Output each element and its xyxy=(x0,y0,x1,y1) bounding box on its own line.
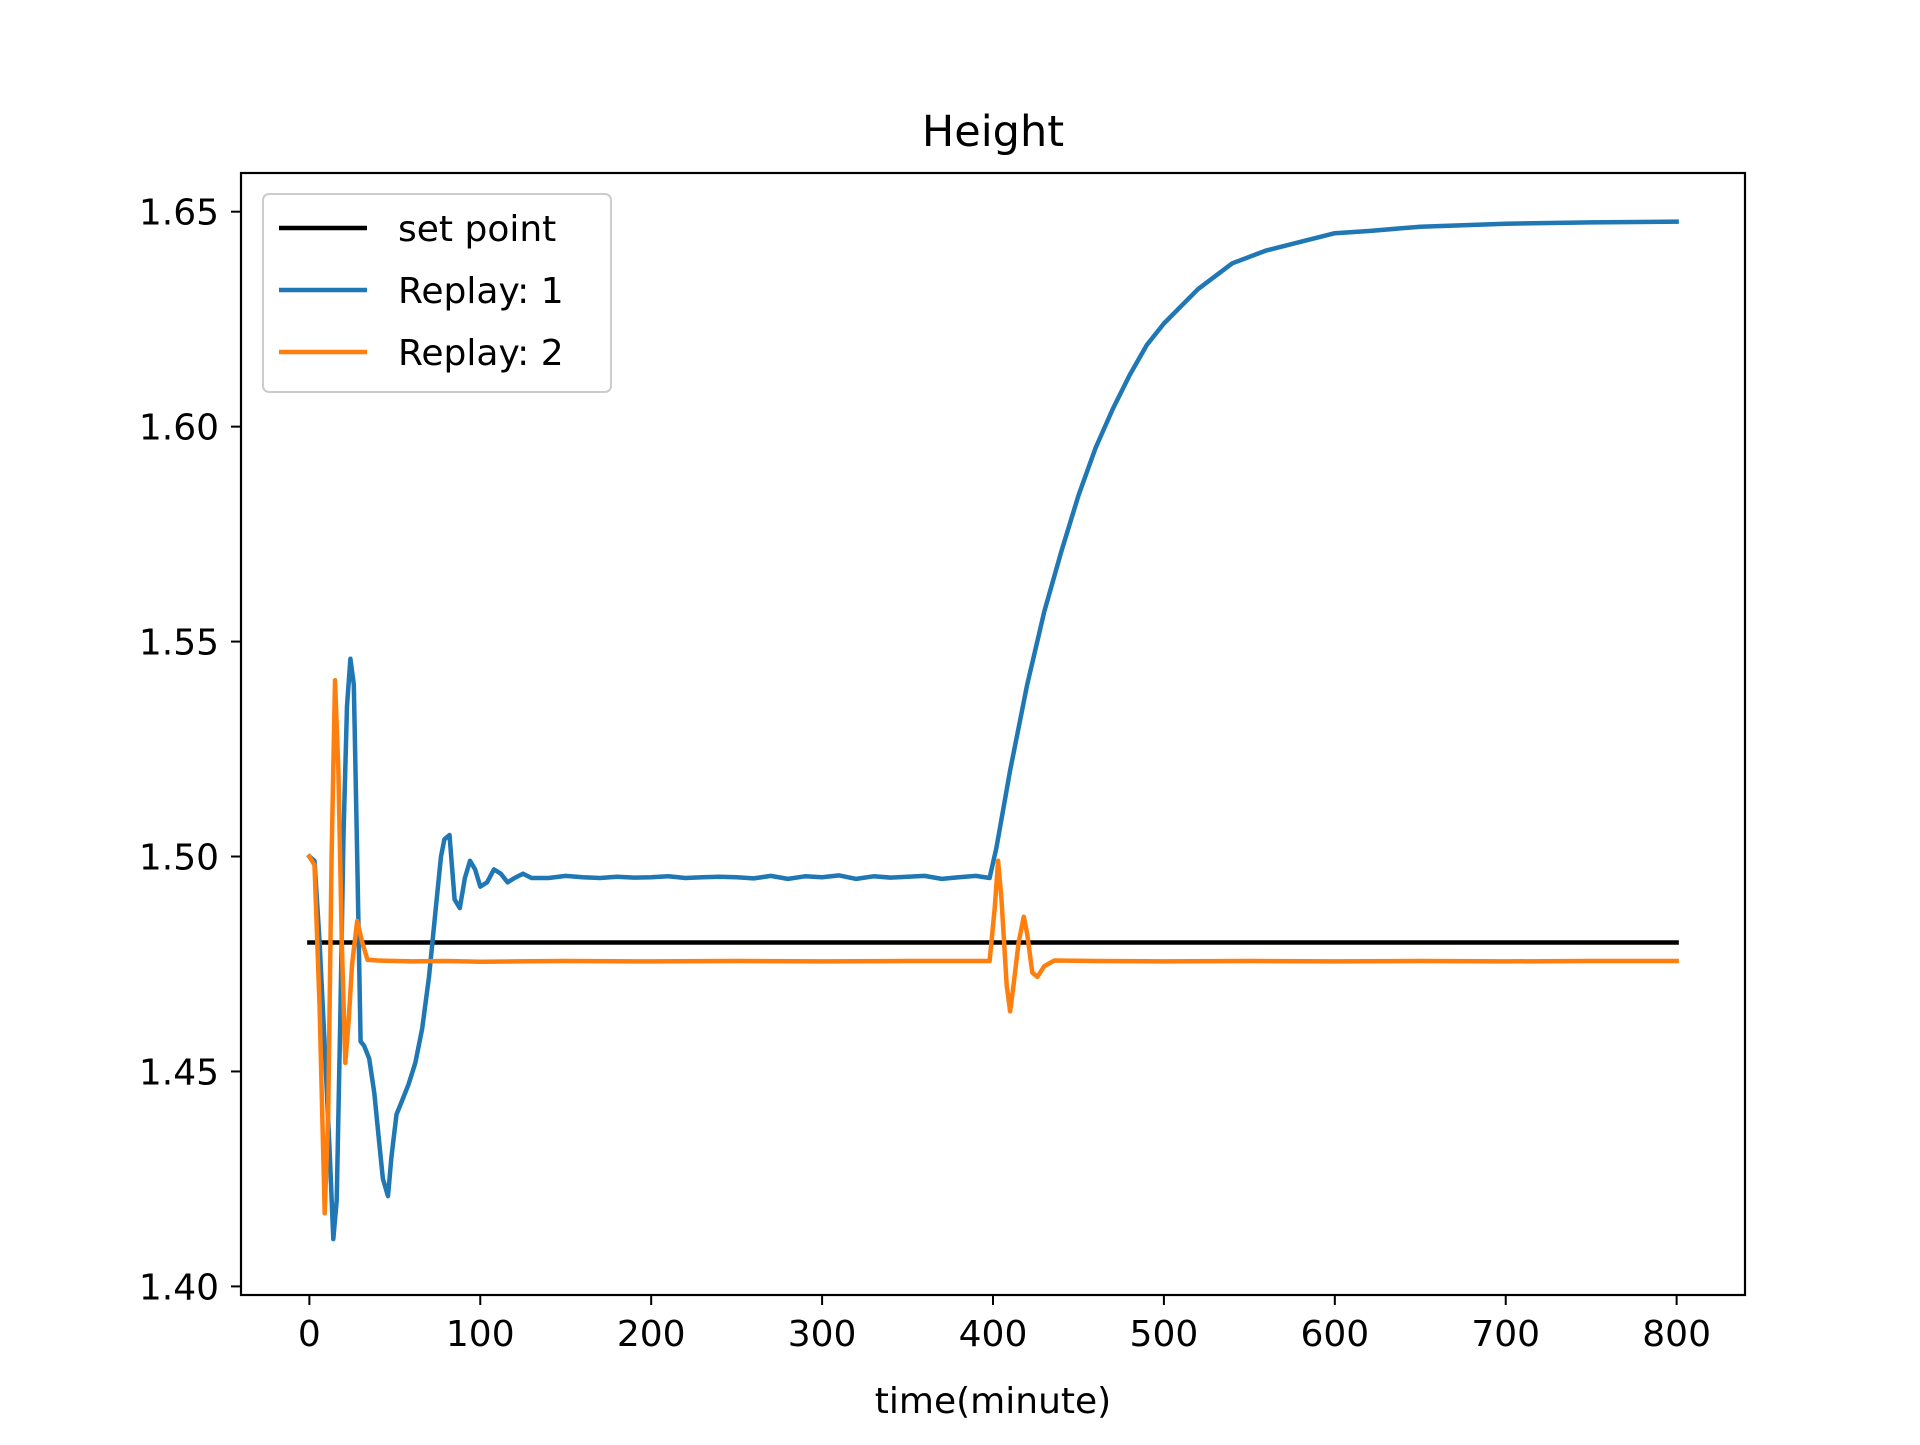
legend-label-replay-2: Replay: 2 xyxy=(398,333,564,374)
legend-label-set-point: set point xyxy=(398,209,556,250)
y-tick-label: 1.60 xyxy=(139,408,219,449)
chart-title: Height xyxy=(922,107,1064,157)
series-line-replay-2 xyxy=(306,678,1679,1216)
y-tick-label: 1.55 xyxy=(139,623,219,664)
x-tick-label: 800 xyxy=(1642,1314,1711,1355)
x-axis: 0 100 200 300 400 500 600 700 800 xyxy=(298,1295,1711,1355)
y-tick-label: 1.45 xyxy=(139,1052,219,1093)
x-tick-label: 100 xyxy=(446,1314,515,1355)
x-tick-label: 200 xyxy=(617,1314,686,1355)
x-tick-label: 600 xyxy=(1300,1314,1369,1355)
x-tick-label: 0 xyxy=(298,1314,321,1355)
y-tick-label: 1.40 xyxy=(139,1267,219,1308)
y-tick-label: 1.50 xyxy=(139,838,219,879)
y-tick-label: 1.65 xyxy=(139,193,219,234)
x-tick-label: 300 xyxy=(788,1314,857,1355)
plot-frame xyxy=(239,171,1747,1297)
x-axis-label: time(minute) xyxy=(875,1381,1111,1422)
x-tick-label: 700 xyxy=(1471,1314,1540,1355)
legend-label-replay-1: Replay: 1 xyxy=(398,271,564,312)
x-tick-label: 500 xyxy=(1130,1314,1199,1355)
legend: set point Replay: 1 Replay: 2 xyxy=(262,193,612,393)
series-layer xyxy=(306,219,1679,1242)
y-axis: 1.40 1.45 1.50 1.55 1.60 1.65 xyxy=(139,193,241,1308)
series-line-replay-1 xyxy=(306,219,1679,1242)
legend-box xyxy=(262,193,612,393)
x-tick-label: 400 xyxy=(959,1314,1028,1355)
